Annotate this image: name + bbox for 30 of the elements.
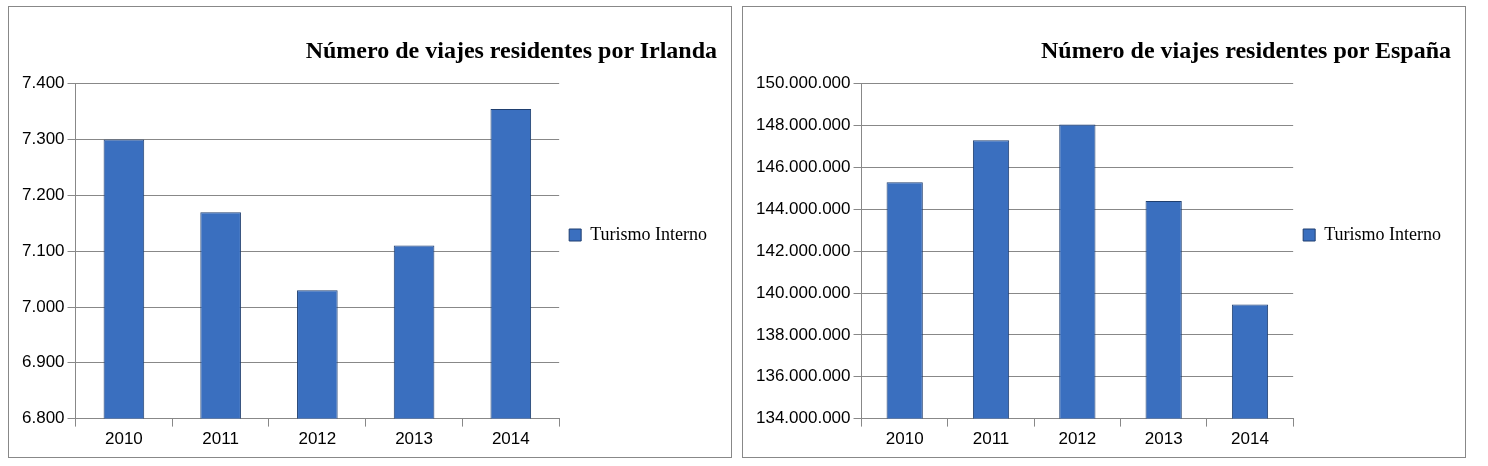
- y-tick-label: 134.000.000: [755, 408, 851, 428]
- y-tick-label: 7.200: [21, 185, 65, 205]
- chart-title: Número de viajes residentes por España: [1040, 36, 1451, 63]
- legend-label: Turismo Interno: [590, 223, 707, 244]
- y-tick-label: 144.000.000: [755, 199, 851, 219]
- y-tick-label: 138.000.000: [755, 324, 851, 344]
- y-tick-label: 6.900: [21, 352, 65, 372]
- x-tick-label: 2012: [1058, 429, 1097, 449]
- x-tick-label: 2014: [1231, 429, 1269, 449]
- y-tick-label: 142.000.000: [755, 240, 851, 260]
- legend-label: Turismo Interno: [1324, 223, 1441, 244]
- x-tick-label: 2013: [1144, 429, 1183, 449]
- y-tick-label: 7.400: [21, 73, 65, 93]
- x-tick-label: 2013: [395, 429, 433, 449]
- y-tick-label: 146.000.000: [755, 157, 851, 177]
- y-tick-label: 140.000.000: [755, 282, 851, 302]
- x-tick-label: 2011: [972, 429, 1010, 449]
- y-tick-label: 7.000: [21, 296, 65, 316]
- x-tick-label: 2011: [202, 429, 239, 449]
- x-tick-label: 2010: [104, 429, 143, 449]
- x-tick-label: 2012: [298, 429, 337, 449]
- y-tick-label: 150.000.000: [755, 73, 851, 93]
- y-tick-label: 7.100: [21, 240, 65, 260]
- y-tick-label: 148.000.000: [755, 115, 851, 135]
- x-tick-label: 2010: [885, 429, 924, 449]
- x-tick-label: 2014: [491, 429, 530, 449]
- chart-title: Número de viajes residentes por Irlanda: [305, 36, 717, 63]
- y-tick-label: 6.800: [21, 408, 65, 428]
- y-tick-label: 136.000.000: [755, 366, 851, 386]
- y-tick-label: 7.300: [21, 129, 65, 149]
